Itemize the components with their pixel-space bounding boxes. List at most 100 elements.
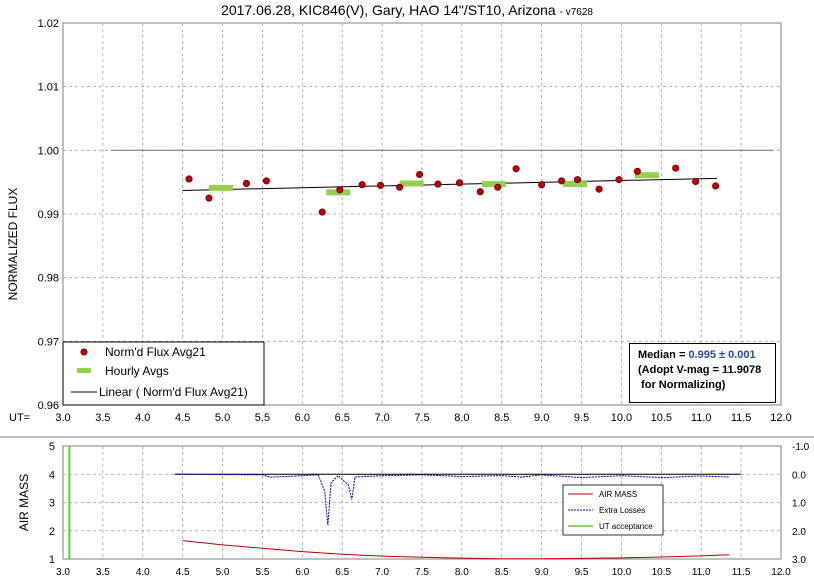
x-axis-label: UT= bbox=[9, 412, 30, 424]
flux-point bbox=[712, 182, 720, 190]
airmass-y-tick-label: 3 bbox=[49, 498, 55, 510]
x-tick-label: 4.0 bbox=[135, 412, 150, 424]
airmass-x-tick-label: 10.5 bbox=[652, 567, 672, 578]
x-tick-label: 6.0 bbox=[295, 412, 310, 424]
flux-point bbox=[358, 181, 366, 189]
x-tick-label: 10.5 bbox=[651, 412, 672, 424]
airmass-y-tick-label: 2 bbox=[49, 526, 55, 538]
losses-y-tick-label: -1.0 bbox=[792, 442, 810, 453]
airmass-x-tick-label: 7.0 bbox=[375, 567, 389, 578]
flux-point bbox=[318, 208, 326, 216]
flux-point bbox=[376, 181, 385, 189]
x-tick-label: 8.0 bbox=[454, 412, 469, 424]
x-tick-label: 6.5 bbox=[335, 412, 350, 424]
flux-point bbox=[434, 180, 442, 188]
y-tick-label: 0.99 bbox=[38, 209, 59, 221]
flux-point bbox=[262, 177, 270, 185]
flux-point bbox=[633, 167, 641, 175]
losses-y-tick-label: 3.0 bbox=[792, 555, 806, 566]
flux-point bbox=[595, 185, 603, 193]
x-tick-label: 3.0 bbox=[55, 412, 70, 424]
flux-point bbox=[336, 186, 344, 194]
x-tick-label: 12.0 bbox=[770, 412, 791, 424]
x-tick-label: 11.0 bbox=[691, 412, 712, 424]
legend-ut-label: UT acceptance bbox=[599, 522, 653, 531]
airmass-x-tick-label: 12.0 bbox=[771, 567, 791, 578]
y-tick-label: 1.01 bbox=[38, 82, 59, 94]
trend-line bbox=[182, 177, 718, 191]
legend-airmass-label: AIR MASS bbox=[599, 490, 637, 499]
x-tick-label: 5.5 bbox=[255, 412, 270, 424]
airmass-x-tick-label: 3.0 bbox=[56, 567, 70, 578]
airmass-x-tick-label: 6.5 bbox=[335, 567, 349, 578]
airmass-x-tick-label: 5.0 bbox=[216, 567, 230, 578]
median-box: Median = 0.995 ± 0.001 (Adopt V-mag = 11… bbox=[629, 343, 776, 403]
flux-point bbox=[615, 176, 623, 184]
airmass-legend bbox=[562, 484, 664, 536]
flux-point bbox=[476, 188, 484, 196]
y-axis-label: NORMALIZED FLUX bbox=[6, 188, 20, 301]
airmass-x-tick-label: 4.0 bbox=[136, 567, 150, 578]
losses-y-tick-label: 2.0 bbox=[792, 527, 806, 538]
flux-point bbox=[455, 179, 464, 187]
airmass-x-tick-label: 8.5 bbox=[495, 567, 509, 578]
normalizing-note: for Normalizing) bbox=[638, 379, 726, 391]
flux-point bbox=[185, 175, 193, 183]
legend-hourly-label: Hourly Avgs bbox=[105, 364, 169, 378]
flux-point bbox=[205, 194, 213, 202]
hourly-avg-marker bbox=[399, 180, 424, 187]
airmass-line bbox=[182, 540, 730, 560]
chart-title: 2017.06.28, KIC846(V), Gary, HAO 14"/ST1… bbox=[221, 2, 593, 18]
flux-point bbox=[538, 181, 546, 189]
airmass-x-tick-label: 6.0 bbox=[295, 567, 309, 578]
flux-point bbox=[416, 170, 424, 179]
airmass-y-tick-label: 4 bbox=[49, 469, 55, 481]
hourly-avg-marker bbox=[634, 172, 659, 179]
airmass-y-tick-label: 1 bbox=[49, 554, 55, 566]
airmass-x-tick-label: 7.5 bbox=[415, 567, 429, 578]
airmass-x-tick-label: 9.5 bbox=[575, 567, 589, 578]
airmass-x-tick-label: 9.0 bbox=[535, 567, 549, 578]
median-value: 0.995 ± 0.001 bbox=[688, 349, 756, 361]
airmass-x-tick-label: 5.5 bbox=[255, 567, 269, 578]
flux-point bbox=[692, 177, 700, 186]
legend-hourly-marker bbox=[77, 368, 91, 373]
hourly-avg-marker bbox=[563, 181, 588, 188]
x-tick-label: 9.5 bbox=[574, 412, 589, 424]
airmass-x-tick-label: 10.0 bbox=[612, 567, 632, 578]
legend-trend-label: Linear ( Norm'd Flux Avg21) bbox=[99, 385, 248, 399]
y-tick-label: 1.02 bbox=[38, 18, 59, 30]
x-tick-label: 8.5 bbox=[494, 412, 509, 424]
flux-point bbox=[242, 179, 251, 187]
airmass-x-tick-label: 8.0 bbox=[455, 567, 469, 578]
flux-point bbox=[512, 165, 520, 173]
flux-point bbox=[494, 183, 502, 191]
losses-y-tick-label: 1.0 bbox=[792, 499, 806, 510]
legend-flux-label: Norm'd Flux Avg21 bbox=[105, 345, 206, 359]
x-tick-label: 7.0 bbox=[374, 412, 389, 424]
version-label: - v7628 bbox=[559, 7, 593, 18]
x-tick-label: 3.5 bbox=[95, 412, 110, 424]
extra-losses-line bbox=[174, 473, 730, 526]
x-tick-label: 7.5 bbox=[414, 412, 429, 424]
airmass-x-tick-label: 11.0 bbox=[692, 567, 711, 578]
airmass-x-tick-label: 3.5 bbox=[96, 567, 110, 578]
airmass-y-tick-label: 5 bbox=[49, 441, 55, 453]
airmass-x-tick-label: 11.5 bbox=[732, 567, 751, 578]
x-tick-label: 9.0 bbox=[534, 412, 549, 424]
legend bbox=[62, 341, 265, 406]
x-tick-label: 10.0 bbox=[611, 412, 632, 424]
airmass-x-tick-label: 4.5 bbox=[176, 567, 190, 578]
x-tick-label: 4.5 bbox=[175, 412, 190, 424]
y-tick-label: 0.96 bbox=[38, 400, 59, 412]
hourly-avg-marker bbox=[481, 181, 506, 188]
x-tick-label: 11.5 bbox=[731, 412, 752, 424]
flux-point bbox=[558, 177, 566, 185]
adopt-vmag: (Adopt V-mag = 11.9078 bbox=[638, 364, 762, 376]
y-tick-label: 1.00 bbox=[38, 145, 59, 157]
flux-point bbox=[396, 183, 404, 191]
y-tick-label: 0.97 bbox=[38, 336, 59, 348]
flux-point bbox=[574, 176, 582, 184]
losses-y-tick-label: 0.0 bbox=[792, 470, 806, 481]
